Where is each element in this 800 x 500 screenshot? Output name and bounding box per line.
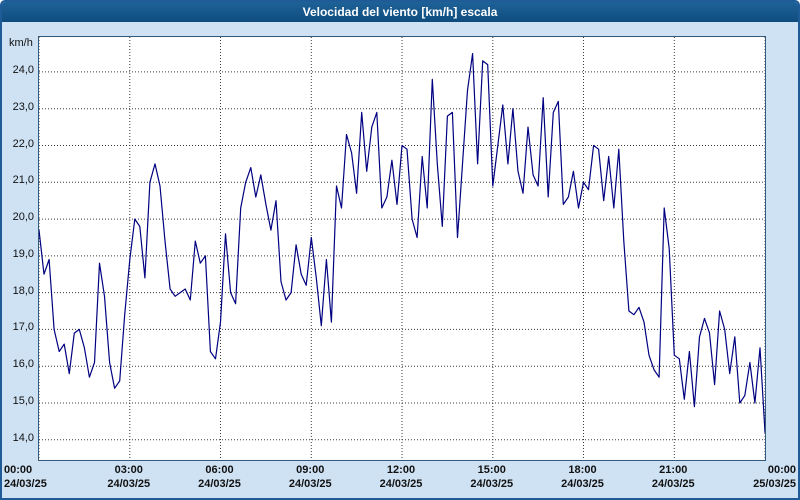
y-axis-unit-label: km/h — [9, 37, 33, 49]
x-tick-time: 21:00 — [659, 464, 688, 476]
x-tick-time: 00:00 — [767, 464, 796, 476]
x-tick-date: 24/03/25 — [651, 478, 695, 490]
x-tick-date: 24/03/25 — [107, 478, 151, 490]
x-tick-label: 03:00 24/03/25 — [93, 463, 165, 491]
x-tick-label: 15:00 24/03/25 — [456, 463, 528, 491]
x-tick-date: 24/03/25 — [470, 478, 514, 490]
y-tick-label: 16,0 — [12, 358, 34, 371]
x-tick-time: 03:00 — [114, 464, 143, 476]
x-tick-date: 24/03/25 — [561, 478, 604, 490]
x-tick-label: 00:00 24/03/25 — [4, 463, 76, 491]
x-tick-time: 18:00 — [568, 464, 597, 476]
x-tick-time: 06:00 — [205, 464, 234, 476]
plot-area — [38, 36, 766, 461]
x-tick-label: 12:00 24/03/25 — [365, 463, 437, 491]
x-tick-label: 21:00 24/03/25 — [637, 463, 709, 491]
x-tick-label: 09:00 24/03/25 — [274, 463, 346, 491]
x-tick-label: 18:00 24/03/25 — [547, 463, 619, 491]
x-tick-label: 00:00 25/03/25 — [724, 463, 796, 491]
chart-title-bar: Velocidad del viento [km/h] escala — [2, 2, 798, 22]
y-tick-label: 22,0 — [12, 137, 34, 150]
y-tick-label: 21,0 — [12, 174, 34, 187]
x-tick-date: 24/03/25 — [379, 478, 423, 490]
y-tick-label: 14,0 — [12, 431, 34, 444]
y-tick-label: 20,0 — [12, 211, 34, 224]
wind-speed-line-chart — [39, 37, 765, 460]
y-tick-label: 18,0 — [12, 284, 34, 297]
x-tick-date: 24/03/25 — [198, 478, 241, 490]
y-tick-label: 19,0 — [12, 247, 34, 260]
x-tick-time: 15:00 — [477, 464, 506, 476]
x-tick-time: 12:00 — [386, 464, 416, 476]
x-tick-time: 00:00 — [4, 464, 33, 476]
x-tick-time: 09:00 — [296, 464, 325, 476]
x-tick-date: 24/03/25 — [4, 478, 47, 490]
chart-title: Velocidad del viento [km/h] escala — [302, 5, 498, 19]
x-tick-date: 24/03/25 — [288, 478, 332, 490]
y-tick-label: 23,0 — [12, 100, 34, 113]
x-tick-date: 25/03/25 — [753, 478, 796, 490]
y-tick-label: 15,0 — [12, 394, 34, 407]
x-tick-label: 06:00 24/03/25 — [184, 463, 256, 491]
y-tick-label: 24,0 — [12, 63, 34, 76]
y-tick-label: 17,0 — [12, 321, 34, 334]
